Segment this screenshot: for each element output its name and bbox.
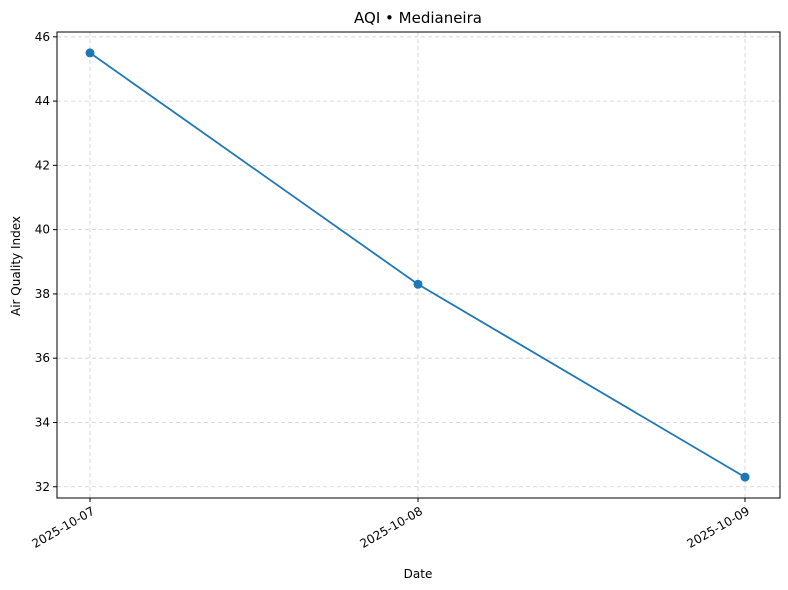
y-tick-label: 38 [35, 287, 50, 301]
data-point [740, 472, 750, 482]
y-tick-label: 34 [35, 415, 50, 429]
y-tick-label: 40 [35, 223, 50, 237]
gridlines [57, 32, 780, 498]
chart-title: AQI • Medianeira [354, 9, 482, 27]
y-tick-label: 36 [35, 351, 50, 365]
y-tick-label: 44 [35, 94, 50, 108]
y-tick-label: 32 [35, 480, 50, 494]
y-axis-title: Air Quality Index [9, 216, 23, 316]
y-tick-label: 46 [35, 30, 50, 44]
x-axis-title: Date [404, 567, 433, 581]
data-point [413, 279, 423, 289]
y-tick-label: 42 [35, 158, 50, 172]
series-layer [85, 48, 750, 482]
data-point [85, 48, 95, 58]
